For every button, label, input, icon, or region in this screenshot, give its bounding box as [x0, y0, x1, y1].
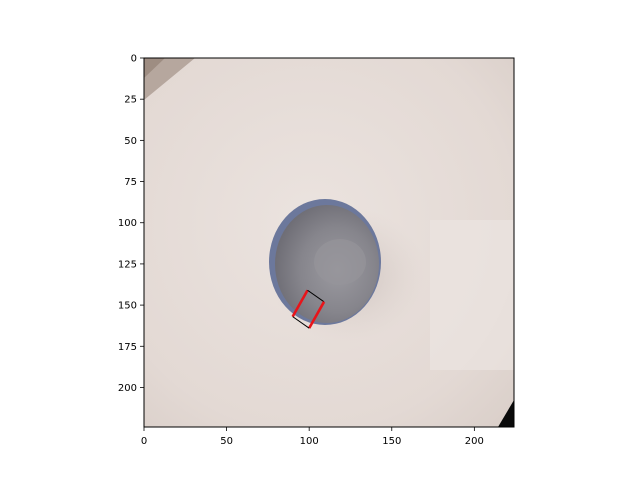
x-tick-label: 0 [141, 436, 147, 447]
y-tick-label: 0 [131, 54, 137, 65]
y-tick-label: 75 [124, 177, 137, 188]
grasp-edge-jaw [291, 289, 309, 318]
y-tick-label: 175 [118, 342, 137, 353]
corner-edge-top-left [144, 58, 165, 78]
y-axis: 0 25 50 75 100 125 150 175 200 [118, 54, 144, 394]
axes-frame [143, 57, 515, 428]
bowl-bottom [314, 239, 366, 285]
x-axis: 0 50 100 150 200 [141, 427, 484, 447]
y-tick-label: 200 [118, 383, 137, 394]
grasp-box [291, 289, 326, 329]
grasp-edge-jaw [308, 301, 326, 329]
y-tick-label: 125 [118, 259, 137, 270]
x-tick-label: 200 [465, 436, 484, 447]
x-tick-label: 100 [300, 436, 319, 447]
bowl [269, 199, 381, 325]
corner-shadow-top-left [144, 58, 195, 100]
corner-black-bottom-right [498, 400, 514, 427]
y-tick-label: 25 [124, 95, 137, 106]
x-tick-label: 150 [382, 436, 401, 447]
photo [144, 58, 514, 427]
x-tick-label: 50 [220, 436, 233, 447]
y-tick-label: 50 [124, 136, 137, 147]
grasp-edge-side [292, 316, 310, 329]
grasp-edge-side [307, 289, 325, 303]
y-tick-label: 150 [118, 301, 137, 312]
right-streaks [430, 220, 514, 370]
y-tick-label: 100 [118, 218, 137, 229]
